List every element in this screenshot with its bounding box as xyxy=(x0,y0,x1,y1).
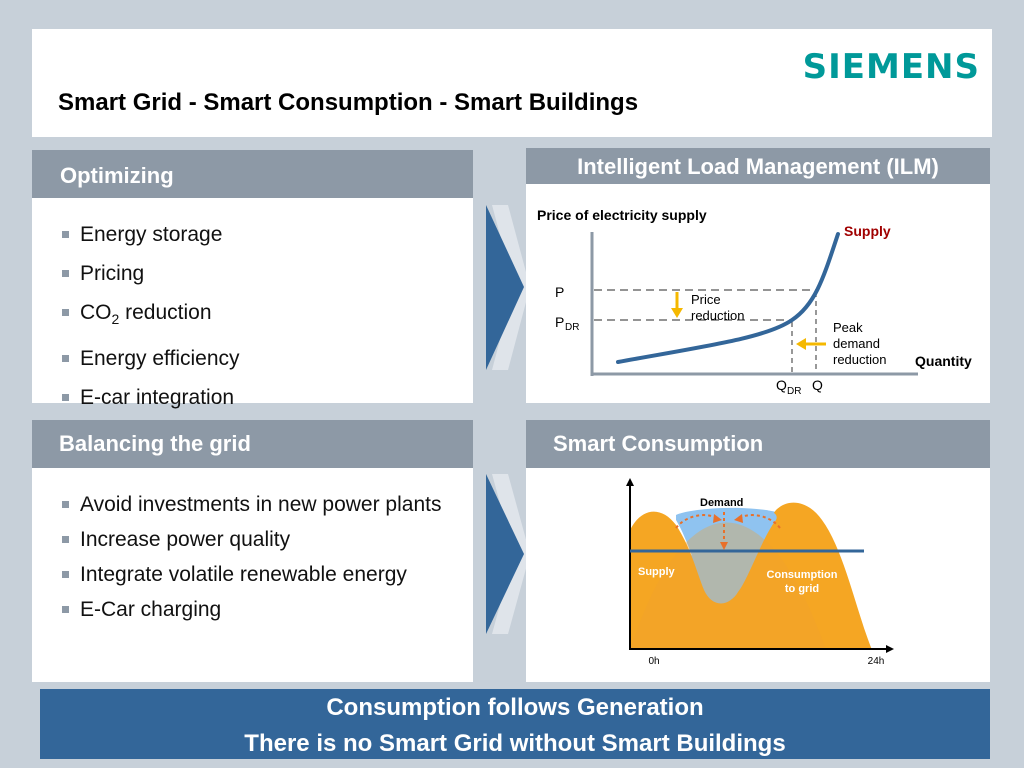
ilm-title: Intelligent Load Management (ILM) xyxy=(526,148,990,184)
page-title: Smart Grid - Smart Consumption - Smart B… xyxy=(58,89,639,116)
pdr-sub: DR xyxy=(565,322,579,333)
supply-label: Supply xyxy=(844,223,891,239)
balancing-panel: Balancing the grid Avoid investments in … xyxy=(32,420,473,682)
ilm-panel: Intelligent Load Management (ILM) Price … xyxy=(526,148,990,403)
price-reduction-text-2: reduction xyxy=(691,308,744,323)
ilm-x-label: Quantity xyxy=(915,353,972,369)
list-item: CO2 reduction xyxy=(62,298,453,334)
footer-line-2: There is no Smart Grid without Smart Bui… xyxy=(244,730,786,757)
ilm-chart: Price of electricity supply Supply Price… xyxy=(537,207,972,397)
demand-dip xyxy=(676,507,777,603)
peak-text-2: demand xyxy=(833,336,880,351)
balancing-list: Avoid investments in new power plants In… xyxy=(62,490,453,634)
consumption-overlay xyxy=(630,522,826,650)
footer-line-1: Consumption follows Generation xyxy=(326,694,704,721)
chevron-arrow-icon xyxy=(486,474,530,634)
p-label: P xyxy=(555,284,564,300)
x-end-label: 24h xyxy=(868,656,885,667)
supply-label: Supply xyxy=(638,566,676,578)
q-label: Q xyxy=(812,377,823,393)
peak-text-1: Peak xyxy=(833,320,863,335)
chevron-arrow-icon xyxy=(486,205,530,370)
pdr-label: P xyxy=(555,314,564,330)
demand-label: Demand xyxy=(700,497,743,509)
x-start-label: 0h xyxy=(648,656,659,667)
footer-banner: Consumption follows Generation There is … xyxy=(40,689,990,759)
supply-area xyxy=(630,502,872,650)
peak-text-3: reduction xyxy=(833,352,886,367)
smart-consumption-panel: Smart Consumption Demand Supply Consumpt… xyxy=(526,420,990,682)
consumption-label-1: Consumption xyxy=(767,569,838,581)
ilm-y-label: Price of electricity supply xyxy=(537,207,707,223)
supply-curve xyxy=(616,232,840,364)
list-item: Pricing xyxy=(62,259,453,288)
header-bar: SIEMENS Smart Grid - Smart Consumption -… xyxy=(32,29,992,137)
qdr-sub: DR xyxy=(787,386,801,397)
qdr-label: Q xyxy=(776,377,787,393)
optimizing-panel: Optimizing Energy storage Pricing CO2 re… xyxy=(32,150,473,409)
siemens-logo: SIEMENS xyxy=(802,47,980,87)
list-item: Increase power quality xyxy=(62,525,453,554)
list-item: Avoid investments in new power plants xyxy=(62,490,453,519)
list-item: E-Car charging xyxy=(62,595,453,624)
optimizing-title: Optimizing xyxy=(32,150,473,198)
list-item: Integrate volatile renewable energy xyxy=(62,560,453,589)
list-item: E-car integration xyxy=(62,383,453,412)
optimizing-list: Energy storage Pricing CO2 reduction Ene… xyxy=(62,220,453,422)
price-reduction-text: Price xyxy=(691,292,721,307)
list-item: Energy efficiency xyxy=(62,344,453,373)
consumption-label-2: to grid xyxy=(785,583,819,595)
balancing-title: Balancing the grid xyxy=(32,420,473,468)
smart-consumption-title: Smart Consumption xyxy=(526,420,990,468)
list-item: Energy storage xyxy=(62,220,453,249)
smart-consumption-chart: Demand Supply Consumption to grid 0h 24h xyxy=(626,478,894,667)
